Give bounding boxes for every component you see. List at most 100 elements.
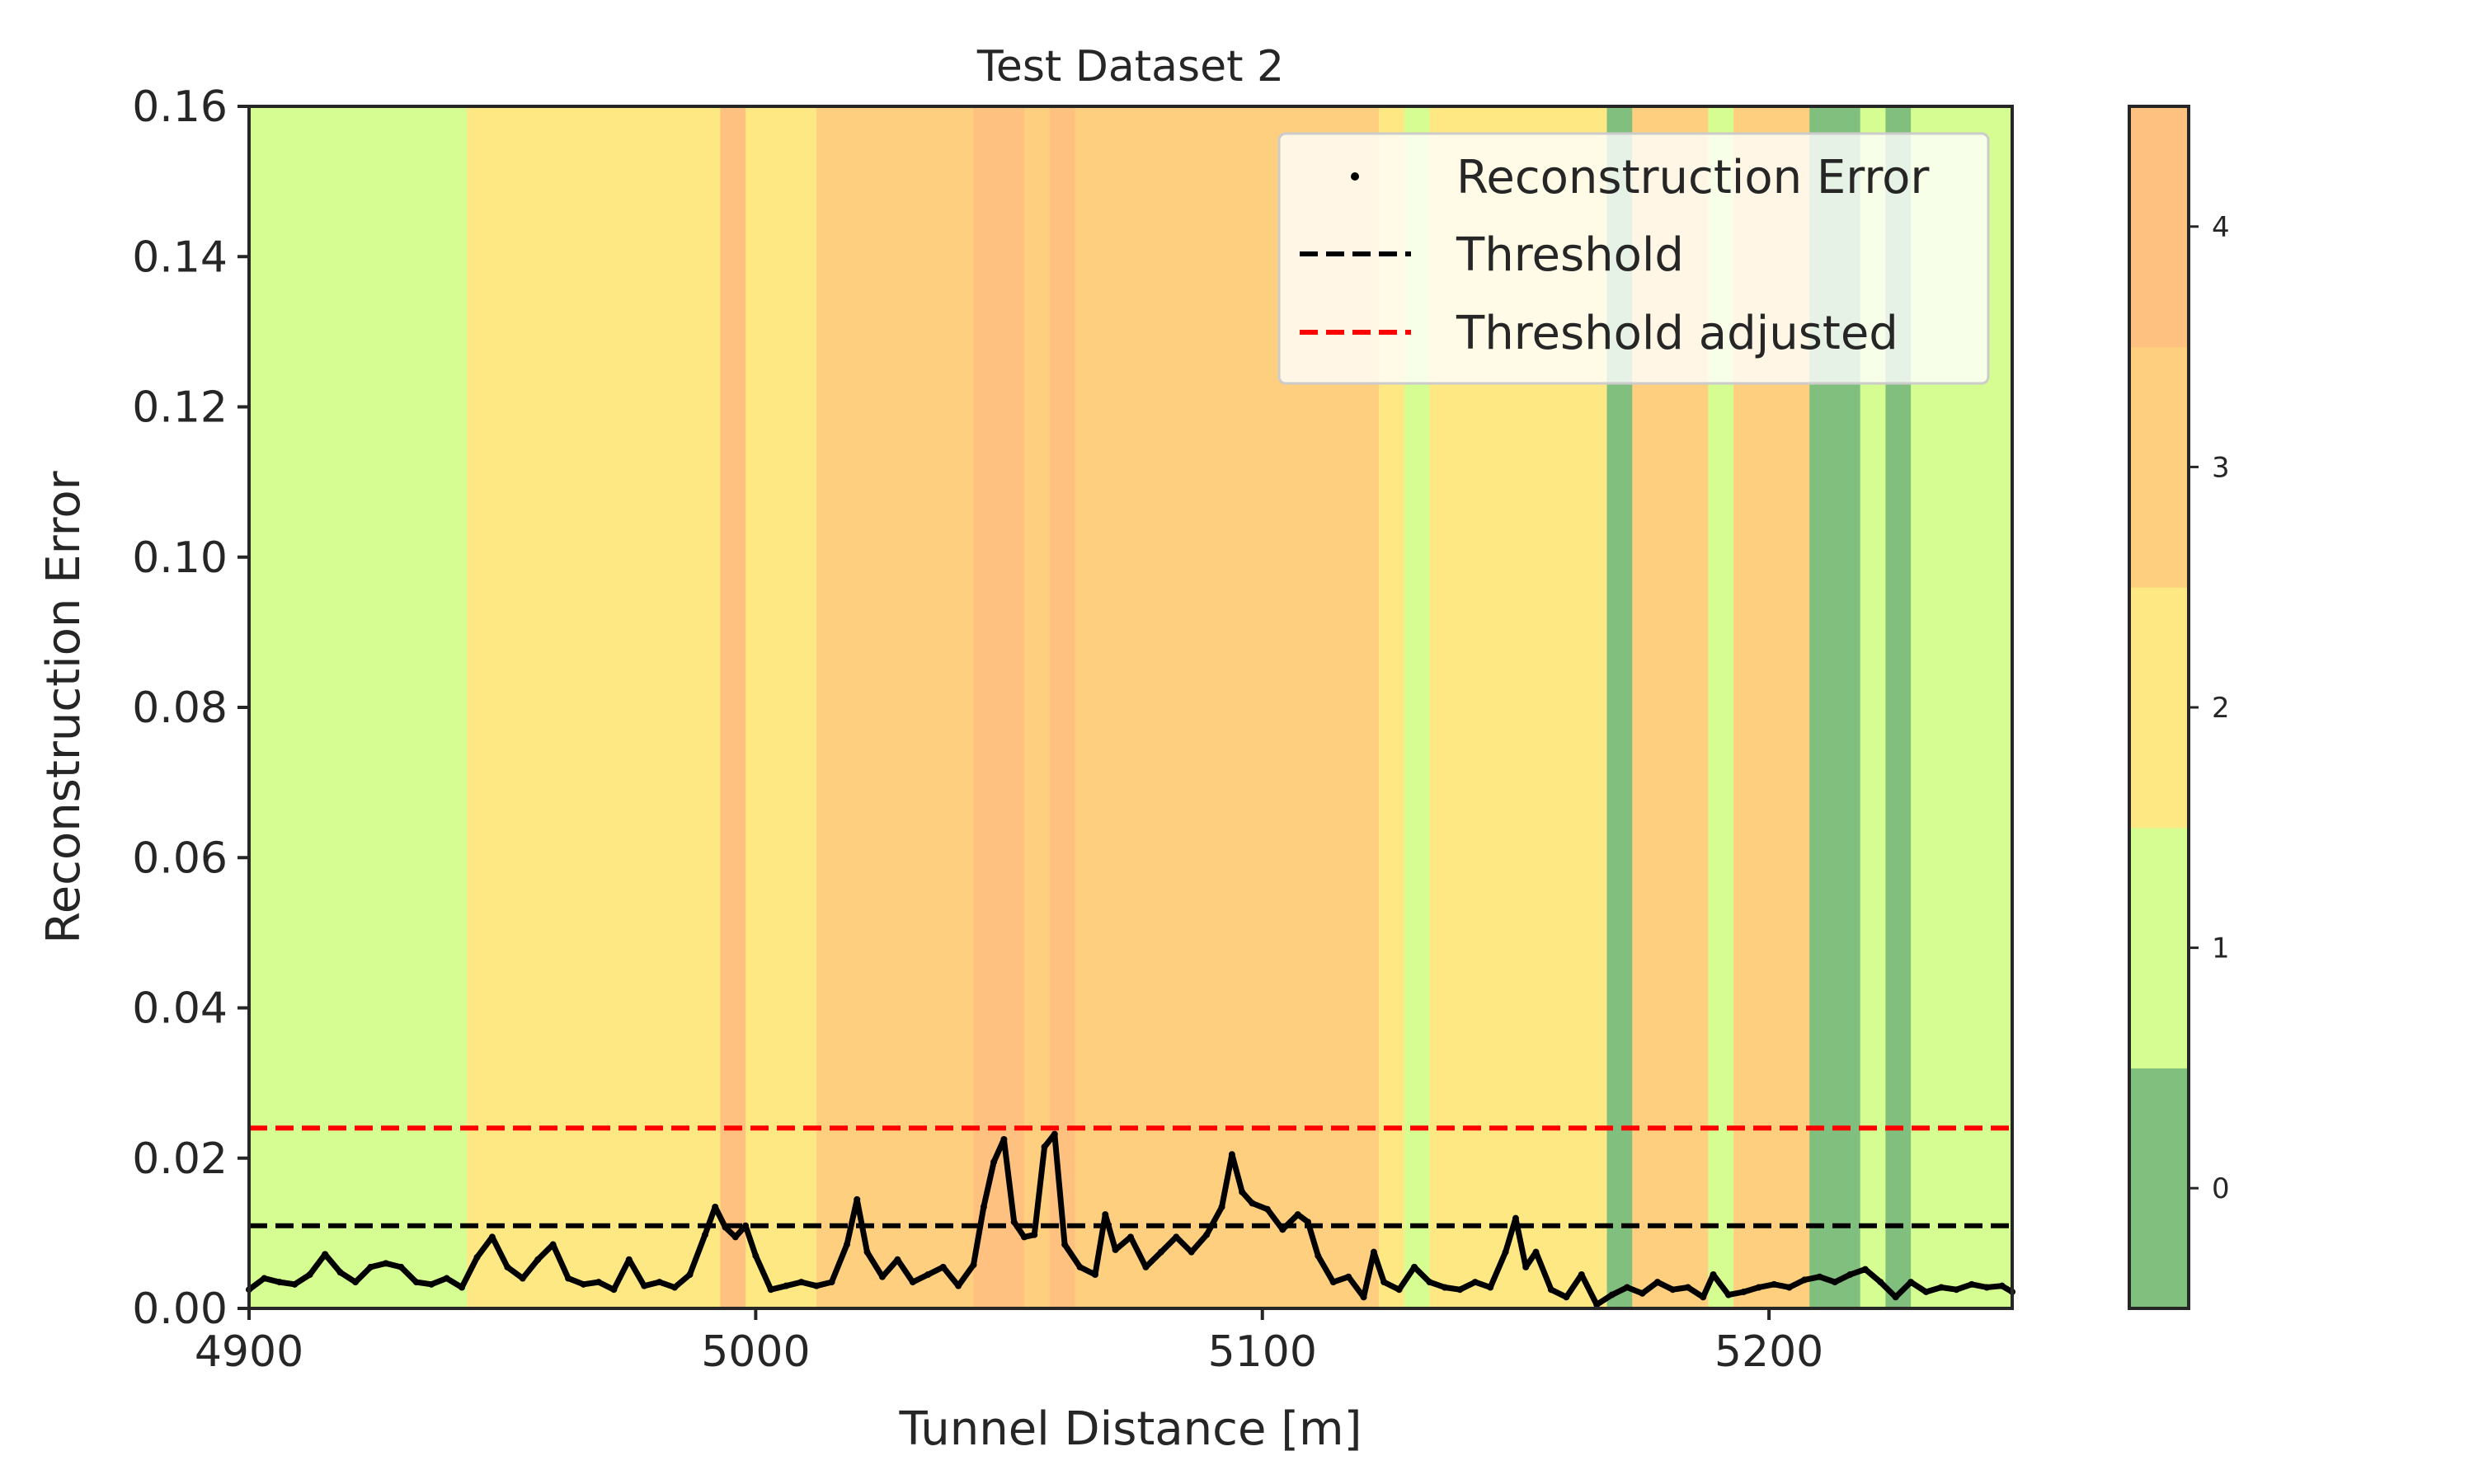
legend-entry-threshold-adjusted: Threshold adjusted bbox=[1456, 307, 1898, 360]
colorbar-swatch-2 bbox=[2129, 587, 2189, 829]
y-axis: 0.00 0.02 0.04 0.06 0.08 0.10 0.12 0.14 0.16 bbox=[132, 82, 249, 1334]
data-point-116 bbox=[1861, 1266, 1869, 1273]
data-point-71 bbox=[1228, 1151, 1235, 1158]
data-point-97 bbox=[1578, 1270, 1585, 1278]
data-point-17 bbox=[504, 1263, 511, 1270]
data-point-82 bbox=[1370, 1248, 1377, 1256]
colorbar-swatch-3 bbox=[2129, 346, 2189, 588]
data-point-89 bbox=[1471, 1279, 1479, 1286]
data-point-64 bbox=[1127, 1233, 1134, 1241]
data-point-7 bbox=[352, 1279, 360, 1286]
data-point-75 bbox=[1279, 1226, 1286, 1233]
y-axis-label: Reconstruction Error bbox=[37, 470, 91, 943]
y-tick-label-7: 0.14 bbox=[132, 232, 228, 282]
legend-box bbox=[1277, 132, 1990, 385]
data-point-3 bbox=[291, 1280, 299, 1288]
data-point-57 bbox=[1041, 1144, 1048, 1151]
y-tick-label-2: 0.04 bbox=[132, 984, 228, 1034]
data-point-110 bbox=[1771, 1280, 1778, 1288]
data-point-28 bbox=[671, 1284, 679, 1291]
data-point-62 bbox=[1102, 1211, 1109, 1219]
data-point-44 bbox=[878, 1273, 886, 1280]
data-point-26 bbox=[641, 1282, 648, 1289]
class-band-3 bbox=[745, 106, 817, 1308]
colorbar-tick-label-3: 3 bbox=[2212, 451, 2230, 484]
data-point-81 bbox=[1360, 1294, 1367, 1301]
data-point-61 bbox=[1091, 1270, 1098, 1278]
data-point-102 bbox=[1653, 1279, 1661, 1286]
data-point-125 bbox=[1998, 1282, 2006, 1289]
data-point-53 bbox=[1000, 1135, 1008, 1143]
data-point-19 bbox=[534, 1256, 542, 1263]
data-point-50 bbox=[970, 1261, 977, 1269]
data-point-54 bbox=[1010, 1219, 1018, 1226]
y-tick-label-4: 0.08 bbox=[132, 683, 228, 733]
data-point-43 bbox=[863, 1248, 871, 1256]
class-band-1 bbox=[467, 106, 721, 1308]
data-point-1 bbox=[261, 1275, 268, 1282]
data-point-107 bbox=[1724, 1291, 1732, 1298]
data-point-70 bbox=[1218, 1203, 1225, 1210]
data-point-42 bbox=[854, 1195, 861, 1203]
data-point-69 bbox=[1203, 1231, 1211, 1238]
y-tick-label-1: 0.02 bbox=[132, 1134, 228, 1184]
data-point-25 bbox=[625, 1256, 633, 1263]
data-point-35 bbox=[752, 1252, 760, 1260]
data-point-80 bbox=[1345, 1273, 1352, 1280]
data-point-99 bbox=[1608, 1291, 1616, 1298]
data-point-27 bbox=[656, 1279, 663, 1286]
data-point-77 bbox=[1305, 1219, 1312, 1226]
data-point-100 bbox=[1624, 1284, 1631, 1291]
data-point-58 bbox=[1051, 1130, 1058, 1138]
legend: Reconstruction Error Threshold Threshold… bbox=[1277, 132, 1990, 385]
chart-title: Test Dataset 2 bbox=[976, 42, 1284, 92]
data-point-85 bbox=[1411, 1263, 1418, 1270]
data-point-90 bbox=[1487, 1284, 1494, 1291]
data-point-2 bbox=[275, 1279, 283, 1286]
data-point-98 bbox=[1593, 1301, 1601, 1308]
data-point-95 bbox=[1547, 1286, 1554, 1294]
data-point-4 bbox=[306, 1270, 313, 1278]
data-point-12 bbox=[428, 1280, 435, 1288]
threshold-lines bbox=[249, 1125, 2012, 1228]
data-point-91 bbox=[1502, 1248, 1509, 1256]
data-point-93 bbox=[1522, 1263, 1530, 1270]
data-point-106 bbox=[1710, 1270, 1717, 1278]
data-point-46 bbox=[909, 1279, 916, 1286]
data-point-5 bbox=[322, 1251, 329, 1258]
data-point-67 bbox=[1173, 1233, 1180, 1241]
data-point-11 bbox=[412, 1279, 420, 1286]
data-point-117 bbox=[1877, 1279, 1884, 1286]
data-point-74 bbox=[1263, 1205, 1271, 1213]
data-point-87 bbox=[1441, 1284, 1448, 1291]
data-point-29 bbox=[686, 1270, 694, 1278]
data-point-104 bbox=[1684, 1284, 1691, 1291]
data-point-123 bbox=[1968, 1280, 1975, 1288]
data-point-31 bbox=[712, 1203, 719, 1210]
colorbar-tick-label-4: 4 bbox=[2212, 211, 2230, 244]
data-point-13 bbox=[443, 1275, 450, 1282]
data-point-18 bbox=[519, 1275, 526, 1282]
data-point-105 bbox=[1700, 1294, 1707, 1301]
x-tick-label-2: 5100 bbox=[1208, 1327, 1317, 1377]
data-point-40 bbox=[828, 1279, 835, 1286]
x-tick-label-0: 4900 bbox=[195, 1327, 303, 1377]
data-point-114 bbox=[1831, 1279, 1838, 1286]
data-point-60 bbox=[1076, 1263, 1084, 1270]
data-point-20 bbox=[549, 1241, 557, 1248]
data-point-124 bbox=[1983, 1284, 1991, 1291]
data-point-79 bbox=[1329, 1279, 1337, 1286]
data-point-41 bbox=[843, 1241, 850, 1248]
data-point-111 bbox=[1785, 1284, 1793, 1291]
class-band-5 bbox=[973, 106, 1025, 1308]
data-point-30 bbox=[701, 1231, 708, 1238]
data-point-52 bbox=[990, 1158, 998, 1166]
data-point-48 bbox=[939, 1263, 947, 1270]
data-point-118 bbox=[1892, 1294, 1899, 1301]
data-point-63 bbox=[1112, 1246, 1119, 1253]
data-point-103 bbox=[1669, 1286, 1677, 1294]
data-point-59 bbox=[1061, 1241, 1069, 1248]
data-point-51 bbox=[980, 1203, 987, 1210]
data-point-73 bbox=[1249, 1200, 1256, 1207]
